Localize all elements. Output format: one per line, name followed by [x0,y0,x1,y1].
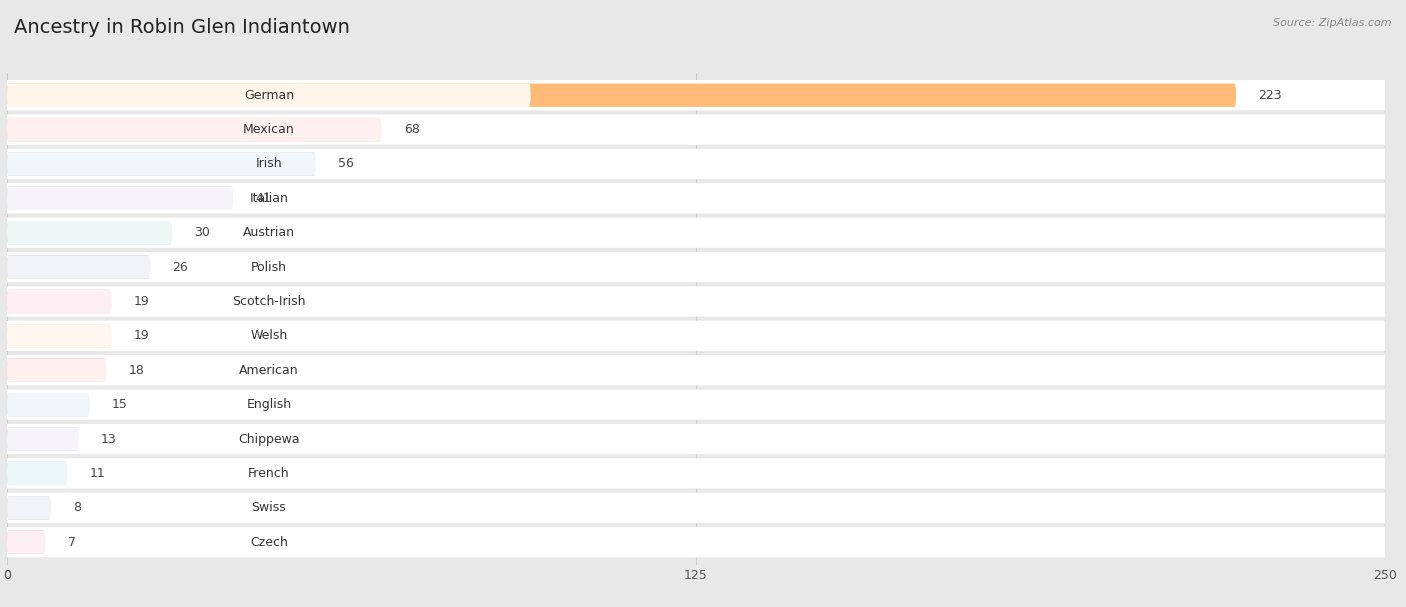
FancyBboxPatch shape [7,118,382,141]
FancyBboxPatch shape [7,183,1385,214]
FancyBboxPatch shape [7,393,90,416]
Text: 13: 13 [101,433,117,446]
Text: 8: 8 [73,501,82,514]
Text: Irish: Irish [256,157,283,171]
FancyBboxPatch shape [7,320,1385,351]
FancyBboxPatch shape [7,390,1385,420]
FancyBboxPatch shape [7,221,173,245]
FancyBboxPatch shape [7,290,530,313]
Text: Swiss: Swiss [252,501,287,514]
Text: American: American [239,364,298,377]
Text: 56: 56 [337,157,353,171]
FancyBboxPatch shape [7,462,67,485]
FancyBboxPatch shape [7,84,1236,107]
FancyBboxPatch shape [7,118,530,141]
FancyBboxPatch shape [7,149,1385,179]
Text: German: German [243,89,294,102]
FancyBboxPatch shape [7,80,1385,110]
Text: 11: 11 [90,467,105,480]
Text: 19: 19 [134,330,149,342]
Text: 41: 41 [254,192,271,205]
FancyBboxPatch shape [7,152,316,175]
Text: 68: 68 [404,123,420,136]
Text: Ancestry in Robin Glen Indiantown: Ancestry in Robin Glen Indiantown [14,18,350,37]
Text: Czech: Czech [250,535,288,549]
FancyBboxPatch shape [7,256,530,279]
FancyBboxPatch shape [7,496,51,520]
FancyBboxPatch shape [7,359,107,382]
FancyBboxPatch shape [7,290,111,313]
Text: English: English [246,398,291,411]
FancyBboxPatch shape [7,359,530,382]
Text: 15: 15 [111,398,128,411]
Text: 18: 18 [128,364,145,377]
Text: Austrian: Austrian [243,226,295,239]
Text: 223: 223 [1258,89,1282,102]
Text: Welsh: Welsh [250,330,287,342]
FancyBboxPatch shape [7,217,1385,248]
FancyBboxPatch shape [7,527,1385,557]
FancyBboxPatch shape [7,458,1385,489]
Text: 26: 26 [173,260,188,274]
FancyBboxPatch shape [7,287,1385,317]
Text: Polish: Polish [250,260,287,274]
FancyBboxPatch shape [7,427,530,451]
FancyBboxPatch shape [7,462,530,485]
FancyBboxPatch shape [7,427,79,451]
FancyBboxPatch shape [7,115,1385,144]
FancyBboxPatch shape [7,496,530,520]
FancyBboxPatch shape [7,152,530,175]
FancyBboxPatch shape [7,531,45,554]
Text: Mexican: Mexican [243,123,295,136]
Text: 30: 30 [194,226,211,239]
Text: Source: ZipAtlas.com: Source: ZipAtlas.com [1274,18,1392,28]
FancyBboxPatch shape [7,424,1385,454]
Text: Italian: Italian [249,192,288,205]
Text: French: French [247,467,290,480]
FancyBboxPatch shape [7,186,233,210]
Text: 7: 7 [67,535,76,549]
FancyBboxPatch shape [7,355,1385,385]
FancyBboxPatch shape [7,84,530,107]
FancyBboxPatch shape [7,221,530,245]
Text: Scotch-Irish: Scotch-Irish [232,295,305,308]
Text: Chippewa: Chippewa [238,433,299,446]
FancyBboxPatch shape [7,493,1385,523]
Text: 19: 19 [134,295,149,308]
FancyBboxPatch shape [7,186,530,210]
FancyBboxPatch shape [7,252,1385,282]
FancyBboxPatch shape [7,324,111,348]
FancyBboxPatch shape [7,256,150,279]
FancyBboxPatch shape [7,531,530,554]
FancyBboxPatch shape [7,393,530,416]
FancyBboxPatch shape [7,324,530,348]
